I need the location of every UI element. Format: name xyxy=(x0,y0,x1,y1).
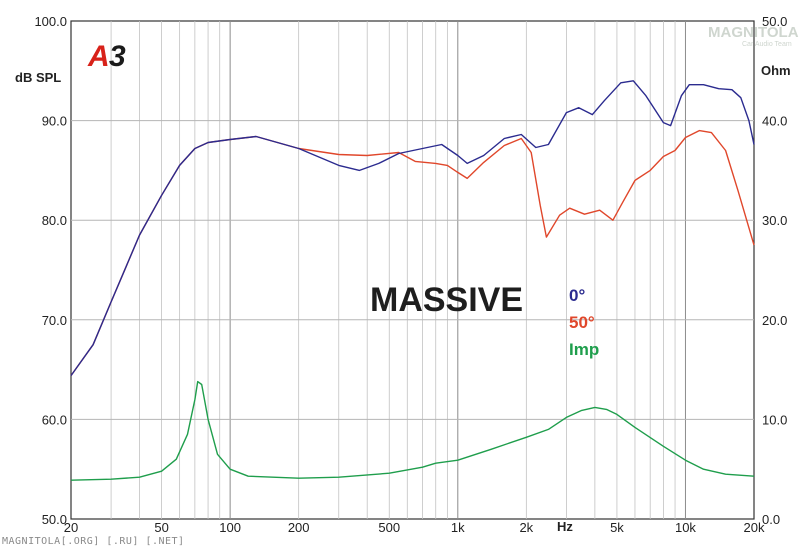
grid-lines xyxy=(70,20,755,520)
legend: 0° 50° Imp xyxy=(569,286,599,359)
y2-tick-label: 50.0 xyxy=(762,14,787,29)
series-curves xyxy=(70,80,755,481)
y-axis-label: dB SPL xyxy=(15,70,61,85)
chart-title: MASSIVE xyxy=(370,281,523,319)
x-tick-label: 50 xyxy=(154,520,168,535)
series-line-2 xyxy=(70,129,755,377)
x-tick-label: 1k xyxy=(451,520,465,535)
y-tick-label: 80.0 xyxy=(42,213,67,228)
tick-labels: 50.0 60.0 70.0 80.0 90.0 100.0 0.0 10.0 20.0 30.0… xyxy=(34,14,787,535)
y-tick-label: 100.0 xyxy=(34,14,67,29)
y2-tick-label: 0.0 xyxy=(762,512,780,527)
footer-text: MAGNITOLA[.ORG] [.RU] [.NET] xyxy=(2,536,185,547)
x-axis-label: Hz xyxy=(557,519,573,534)
x-tick-label: 5k xyxy=(610,520,624,535)
y-tick-label: 50.0 xyxy=(42,512,67,527)
x-tick-label: 200 xyxy=(288,520,310,535)
y-tick-label: 70.0 xyxy=(42,313,67,328)
y2-tick-label: 20.0 xyxy=(762,313,787,328)
watermark-subtext: Car Audio Team xyxy=(742,41,792,48)
y-tick-label: 60.0 xyxy=(42,412,67,427)
y2-tick-label: 30.0 xyxy=(762,213,787,228)
y2-tick-label: 40.0 xyxy=(762,114,787,129)
badge-letter: A xyxy=(87,40,110,73)
x-tick-label: 20k xyxy=(744,520,765,535)
y2-tick-label: 10.0 xyxy=(762,412,787,427)
x-tick-label: 2k xyxy=(519,520,533,535)
series-line-3 xyxy=(70,380,755,481)
watermark: MAGNITOLA Car Audio Team xyxy=(708,24,799,48)
plot-frame xyxy=(70,20,755,520)
a3-badge: A 3 xyxy=(87,40,126,73)
legend-entry-1: 0° xyxy=(569,286,585,305)
badge-number: 3 xyxy=(109,40,126,73)
legend-entry-3: Imp xyxy=(569,340,599,359)
x-tick-label: 100 xyxy=(219,520,241,535)
legend-entry-2: 50° xyxy=(569,313,595,332)
series-line-1 xyxy=(70,80,755,377)
y-tick-label: 90.0 xyxy=(42,114,67,129)
x-tick-label: 20 xyxy=(64,520,78,535)
watermark-text: MAGNITOLA xyxy=(708,24,799,41)
x-tick-label: 10k xyxy=(675,520,696,535)
x-tick-label: 500 xyxy=(378,520,400,535)
y2-axis-label: Ohm xyxy=(761,63,791,78)
